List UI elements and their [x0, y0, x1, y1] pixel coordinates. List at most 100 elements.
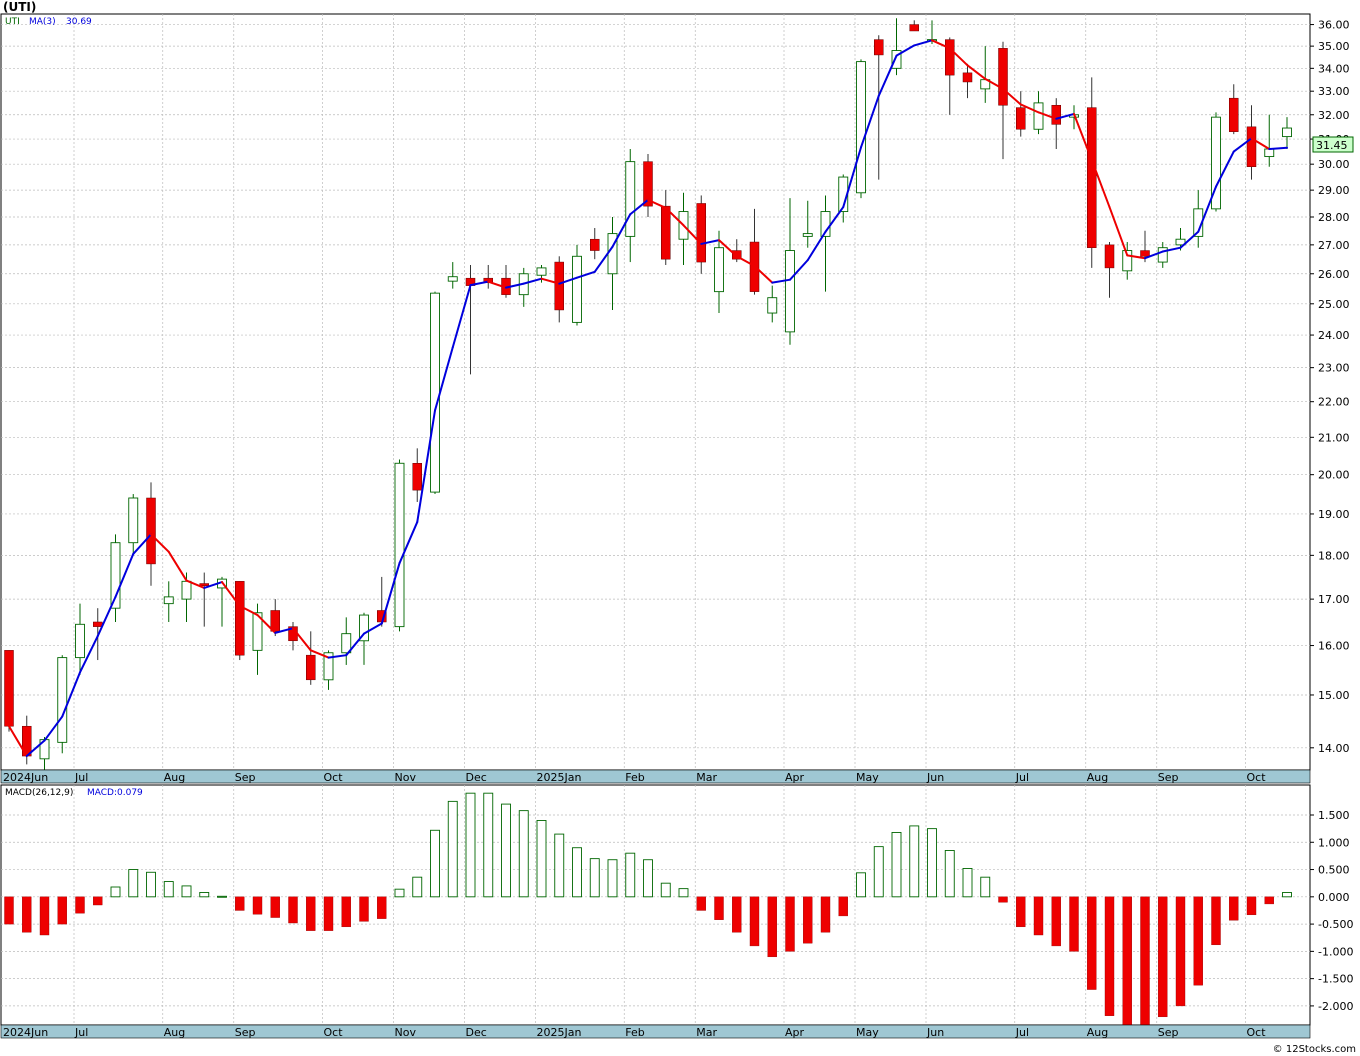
macd-bar	[1175, 896, 1186, 1007]
ma-segment	[1197, 185, 1217, 233]
candle	[1051, 98, 1061, 150]
candle-body	[1229, 97, 1239, 132]
macd-bar	[873, 846, 884, 898]
ma-segment	[593, 245, 614, 273]
candle-body	[270, 610, 280, 632]
price-x-tick-label: 2024Jun	[3, 771, 48, 784]
macd-y-axis: -2.000 -1.500 -1.000 -0.500 0.000 0.500 1.000 1…	[1310, 809, 1353, 1013]
macd-x-tick-label: Aug	[164, 1026, 185, 1039]
macd-bar	[714, 896, 724, 920]
macd-tick-label: 0.500	[1318, 864, 1350, 877]
macd-bar	[696, 896, 706, 911]
candle	[4, 650, 14, 732]
candle-body	[1016, 107, 1026, 130]
ma-segment	[167, 550, 188, 582]
macd-bar	[1033, 896, 1044, 936]
ma-segment	[309, 649, 330, 659]
price-x-tick-label: 2025Jan	[537, 771, 582, 784]
macd-bar	[270, 896, 280, 918]
macd-bar	[554, 833, 565, 898]
macd-value-label: MACD:0.079	[87, 788, 143, 798]
candle-body	[891, 50, 902, 69]
candle	[306, 631, 316, 685]
candle-body	[767, 297, 778, 314]
ma-segment	[292, 627, 312, 652]
macd-bar	[430, 829, 440, 898]
price-tick-label: 19.00	[1318, 508, 1350, 521]
candle	[1087, 77, 1097, 268]
macd-bar	[820, 896, 831, 933]
ma-segment	[25, 739, 46, 758]
macd-bar	[1211, 896, 1221, 946]
candle-body	[110, 542, 121, 609]
macd-tick-label: 1.000	[1318, 836, 1350, 849]
macd-bar	[501, 803, 511, 898]
macd-bar	[856, 872, 866, 898]
price-tick-label: 26.00	[1318, 268, 1350, 281]
price-x-tick-label: Oct	[1247, 771, 1267, 784]
candle-body	[235, 581, 245, 656]
macd-bar	[163, 881, 174, 898]
macd-bar	[128, 869, 139, 898]
candle	[57, 655, 68, 754]
macd-bar	[323, 896, 334, 931]
macd-bar	[732, 896, 742, 933]
price-x-tick-label: Jul	[1015, 771, 1029, 784]
ma-segment	[1108, 206, 1129, 257]
ma-segment	[451, 284, 472, 349]
macd-bar	[146, 871, 156, 898]
candle	[1229, 84, 1239, 135]
price-x-tick-label: May	[856, 771, 879, 784]
candle-body	[1157, 247, 1168, 263]
macd-x-tick-label: Mar	[696, 1026, 717, 1039]
candle	[1246, 105, 1257, 180]
ma-segment	[327, 654, 348, 659]
ma-segment	[238, 604, 259, 617]
candle-body	[590, 238, 600, 251]
macd-bar	[1246, 896, 1257, 916]
candle-body	[146, 497, 156, 565]
candle-body	[252, 612, 263, 651]
ma-segment	[718, 239, 738, 258]
macd-bar	[22, 896, 32, 933]
ma-segment	[380, 562, 401, 625]
macd-bar	[572, 847, 582, 898]
candlestick-series	[4, 18, 1292, 770]
macd-bar	[980, 876, 991, 898]
macd-bar	[1069, 896, 1079, 952]
candle	[430, 291, 440, 495]
macd-x-tick-label: Oct	[324, 1026, 344, 1039]
price-tick-label: 36.00	[1318, 19, 1350, 32]
ma-segment	[682, 224, 703, 245]
ma-segment	[203, 581, 223, 589]
ma-segment	[522, 277, 543, 285]
candle	[714, 230, 724, 314]
macd-bar	[944, 850, 955, 898]
ma-segment	[576, 270, 596, 279]
ma-segment	[79, 635, 99, 674]
candle-body	[447, 276, 458, 282]
candle	[874, 35, 884, 180]
macd-tick-label: -0.500	[1318, 918, 1353, 931]
macd-bar	[1193, 896, 1203, 986]
macd-bar	[217, 895, 227, 898]
price-x-tick-label: Feb	[625, 771, 644, 784]
macd-bar	[536, 820, 547, 898]
macd-bar	[927, 828, 937, 898]
candle-body	[874, 39, 884, 56]
price-panel: 14.00 15.00 16.00 17.00 18.00 19.00 20.00 21.00…	[0, 0, 1354, 771]
candle-body	[643, 161, 653, 207]
macd-x-tick-label: Dec	[466, 1026, 487, 1039]
macd-bar	[181, 885, 192, 898]
candle	[945, 37, 955, 115]
ma-segment	[948, 47, 969, 67]
macd-label: MACD(26,12,9)	[5, 788, 73, 798]
ma-segment	[8, 725, 28, 758]
macd-bar	[767, 896, 777, 958]
ma-segment	[771, 278, 791, 284]
price-tick-label: 22.00	[1318, 396, 1350, 409]
price-x-tick-label: Sep	[1158, 771, 1179, 784]
macd-bar	[1264, 896, 1274, 905]
ma-segment	[416, 409, 436, 524]
macd-bar	[1016, 896, 1026, 928]
